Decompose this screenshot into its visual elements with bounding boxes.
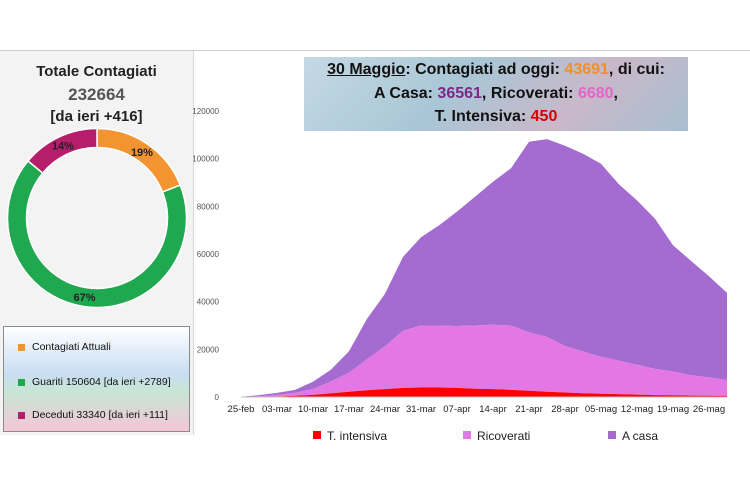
banner-sep: : bbox=[405, 61, 416, 78]
headline-banner: 30 Maggio: Contagiati ad oggi: 43691, di… bbox=[304, 57, 688, 131]
banner-text-1a: Contagiati ad oggi: bbox=[415, 61, 565, 78]
banner-text-1b: , di cui: bbox=[608, 61, 665, 78]
x-tick-label-7: 14-apr bbox=[479, 404, 506, 415]
legend-label-1: Ricoverati bbox=[477, 429, 530, 443]
x-tick-label-12: 19-mag bbox=[657, 404, 689, 415]
banner-line-3: T. Intensiva: 450 bbox=[304, 108, 688, 126]
banner-line-1: 30 Maggio: Contagiati ad oggi: 43691, di… bbox=[304, 61, 688, 79]
x-tick-label-1: 03-mar bbox=[262, 404, 292, 415]
donut-slice-2 bbox=[26, 127, 98, 175]
banner-value-ricoverati: 6680 bbox=[577, 85, 614, 102]
banner-text-2c: , bbox=[613, 85, 618, 102]
donut-slice-1 bbox=[6, 159, 188, 309]
y-tick-label-6: 120000 bbox=[193, 107, 220, 116]
area-chart: 0 20000 40000 60000 80000 100000 120000 25-feb 0… bbox=[193, 107, 727, 443]
y-tick-label-0: 0 bbox=[215, 393, 220, 402]
x-tick-label-3: 17-mar bbox=[334, 404, 364, 415]
legend-label-deceduti: Deceduti 33340 [da ieri +111] bbox=[32, 409, 168, 421]
donut-label-0: 19% bbox=[131, 147, 153, 159]
y-tick-label-3: 60000 bbox=[197, 250, 220, 259]
summary-delta: [da ieri +416] bbox=[50, 108, 143, 125]
area-series-2 bbox=[241, 139, 727, 397]
y-tick-label-1: 20000 bbox=[197, 345, 220, 354]
legend-label-guariti: Guariti 150604 [da ieri +2789] bbox=[32, 376, 171, 388]
donut-chart: 19% 67% 14% bbox=[6, 127, 188, 309]
banner-value-casa: 36561 bbox=[437, 85, 482, 102]
banner-text-2a: A Casa: bbox=[373, 85, 438, 102]
legend-label-contagiati: Contagiati Attuali bbox=[32, 341, 111, 353]
y-tick-label-5: 100000 bbox=[193, 155, 220, 164]
x-tick-label-2: 10-mar bbox=[298, 404, 328, 415]
x-tick-label-4: 24-mar bbox=[370, 404, 400, 415]
banner-text-2b: , Ricoverati: bbox=[481, 85, 578, 102]
banner-line-2: A Casa: 36561, Ricoverati: 6680, bbox=[304, 85, 688, 103]
legend-swatch-0 bbox=[313, 431, 321, 439]
y-tick-label-2: 40000 bbox=[197, 298, 220, 307]
y-tick-label-4: 80000 bbox=[197, 202, 220, 211]
x-tick-label-13: 26-mag bbox=[693, 404, 725, 415]
donut-label-2: 14% bbox=[52, 141, 74, 153]
top-divider bbox=[0, 50, 750, 51]
x-tick-label-5: 31-mar bbox=[406, 404, 436, 415]
area-series-1 bbox=[241, 324, 727, 397]
summary-title: Totale Contagiati bbox=[36, 63, 157, 80]
legend-item-contagiati: Contagiati Attuali bbox=[18, 341, 111, 353]
legend-swatch-1 bbox=[463, 431, 471, 439]
legend-swatch-guariti bbox=[18, 378, 25, 386]
x-tick-label-0: 25-feb bbox=[228, 404, 255, 415]
legend-label-0: T. intensiva bbox=[327, 429, 387, 443]
donut-label-1: 67% bbox=[73, 292, 95, 304]
banner-value-intensiva: 450 bbox=[530, 108, 558, 125]
legend-swatch-deceduti bbox=[18, 411, 25, 419]
legend-swatch-contagiati bbox=[18, 343, 25, 351]
legend-item-guariti: Guariti 150604 [da ieri +2789] bbox=[18, 376, 171, 388]
banner-date: 30 Maggio bbox=[327, 61, 406, 78]
legend-label-2: A casa bbox=[622, 429, 658, 443]
x-tick-label-8: 21-apr bbox=[515, 404, 542, 415]
banner-value-contagiati: 43691 bbox=[564, 61, 609, 78]
x-tick-label-11: 12-mag bbox=[621, 404, 653, 415]
x-tick-label-6: 07-apr bbox=[443, 404, 470, 415]
area-series-0 bbox=[241, 387, 727, 397]
x-tick-label-9: 28-apr bbox=[551, 404, 578, 415]
summary-total: 232664 bbox=[68, 85, 125, 104]
legend-item-deceduti: Deceduti 33340 [da ieri +111] bbox=[18, 409, 168, 421]
x-tick-label-10: 05-mag bbox=[585, 404, 617, 415]
donut-slice-0 bbox=[96, 127, 182, 194]
banner-text-3a: T. Intensiva: bbox=[434, 108, 531, 125]
legend-swatch-2 bbox=[608, 431, 616, 439]
donut-legend: Contagiati Attuali Guariti 150604 [da ie… bbox=[3, 326, 190, 432]
